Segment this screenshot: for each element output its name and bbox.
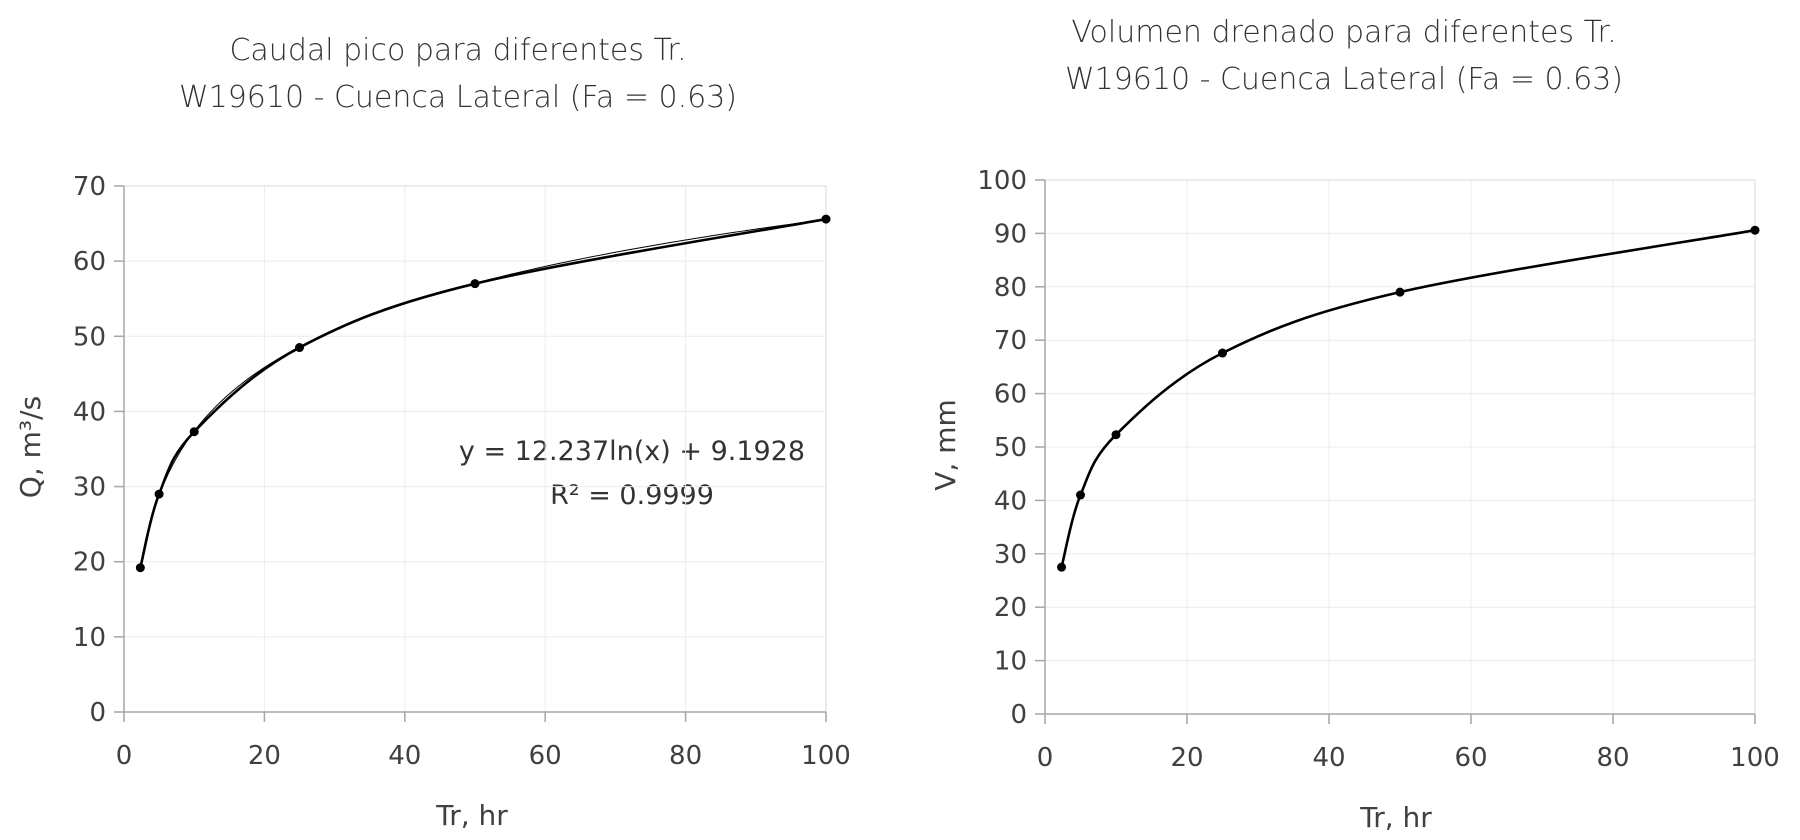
left-data-point xyxy=(154,489,164,499)
left-y-tick-label: 20 xyxy=(73,548,106,578)
right-y-tick-label: 100 xyxy=(977,166,1027,196)
left-plot-area: 0 10 20 30 40 50 60 70 0 20 40 60 80 100 xyxy=(73,172,851,771)
left-data-point xyxy=(470,279,480,289)
right-chart-title: Volumen drenado para diferentes Tr. xyxy=(1071,15,1616,50)
right-plot-area: 0 10 20 30 40 50 60 70 80 90 100 0 20 40 60 80 100 xyxy=(977,166,1779,773)
right-y-tick-label: 50 xyxy=(994,433,1027,463)
right-data-point xyxy=(1076,490,1085,500)
left-data-point xyxy=(295,343,304,353)
right-x-tick-label: 60 xyxy=(1454,743,1487,773)
left-y-axis-label: Q, m³/s xyxy=(14,396,47,498)
right-data-point xyxy=(1111,430,1121,440)
left-chart-title: Caudal pico para diferentes Tr. xyxy=(229,33,686,68)
left-data-point xyxy=(821,214,831,224)
left-y-tick-label: 10 xyxy=(73,623,106,653)
left-y-tick-label: 40 xyxy=(73,397,106,427)
trendline-equation: y = 12.237ln(x) + 9.1928 xyxy=(459,436,805,467)
left-x-axis-label: Tr, hr xyxy=(435,799,508,832)
right-y-tick-label: 90 xyxy=(994,219,1027,249)
left-x-tick-label: 40 xyxy=(388,741,421,771)
left-data-point xyxy=(189,427,199,437)
right-x-tick-label: 20 xyxy=(1170,743,1203,773)
left-x-tick-label: 100 xyxy=(801,741,851,771)
left-x-tick-label: 80 xyxy=(669,741,702,771)
left-x-tick-label: 0 xyxy=(116,741,133,771)
left-x-tick-label: 60 xyxy=(529,741,562,771)
right-data-point xyxy=(1057,562,1067,572)
right-y-tick-label: 80 xyxy=(994,273,1027,303)
right-x-tick-label: 0 xyxy=(1037,743,1054,773)
trendline-r-squared: R² = 0.9999 xyxy=(550,480,714,511)
right-chart-subtitle: W19610 - Cuenca Lateral (Fa = 0.63) xyxy=(1065,62,1623,97)
right-y-tick-label: 10 xyxy=(994,647,1027,677)
left-y-tick-label: 0 xyxy=(89,698,106,728)
right-x-axis-label: Tr, hr xyxy=(1359,801,1432,834)
right-y-axis-label: V, mm xyxy=(929,399,962,491)
right-y-tick-label: 40 xyxy=(994,486,1027,516)
right-y-tick-label: 20 xyxy=(994,593,1027,623)
right-y-tick-label: 0 xyxy=(1010,700,1027,730)
right-x-tick-label: 100 xyxy=(1730,743,1780,773)
left-y-tick-label: 30 xyxy=(73,473,106,503)
left-y-tick-label: 70 xyxy=(73,172,106,202)
right-x-tick-label: 80 xyxy=(1596,743,1629,773)
right-y-tick-label: 30 xyxy=(994,540,1027,570)
left-y-tick-label: 50 xyxy=(73,322,106,352)
left-x-tick-label: 20 xyxy=(248,741,281,771)
right-data-point xyxy=(1750,225,1760,235)
right-data-point xyxy=(1395,287,1405,297)
left-y-tick-label: 60 xyxy=(73,247,106,277)
left-trendline xyxy=(139,218,827,566)
right-series-line xyxy=(1060,228,1756,568)
right-y-tick-label: 60 xyxy=(994,380,1027,410)
left-chart-subtitle: W19610 - Cuenca Lateral (Fa = 0.63) xyxy=(179,80,737,115)
right-data-point xyxy=(1218,348,1227,358)
right-x-tick-label: 40 xyxy=(1312,743,1345,773)
left-data-point xyxy=(135,563,145,573)
right-y-tick-label: 70 xyxy=(994,326,1027,356)
left-series-line xyxy=(139,217,827,569)
